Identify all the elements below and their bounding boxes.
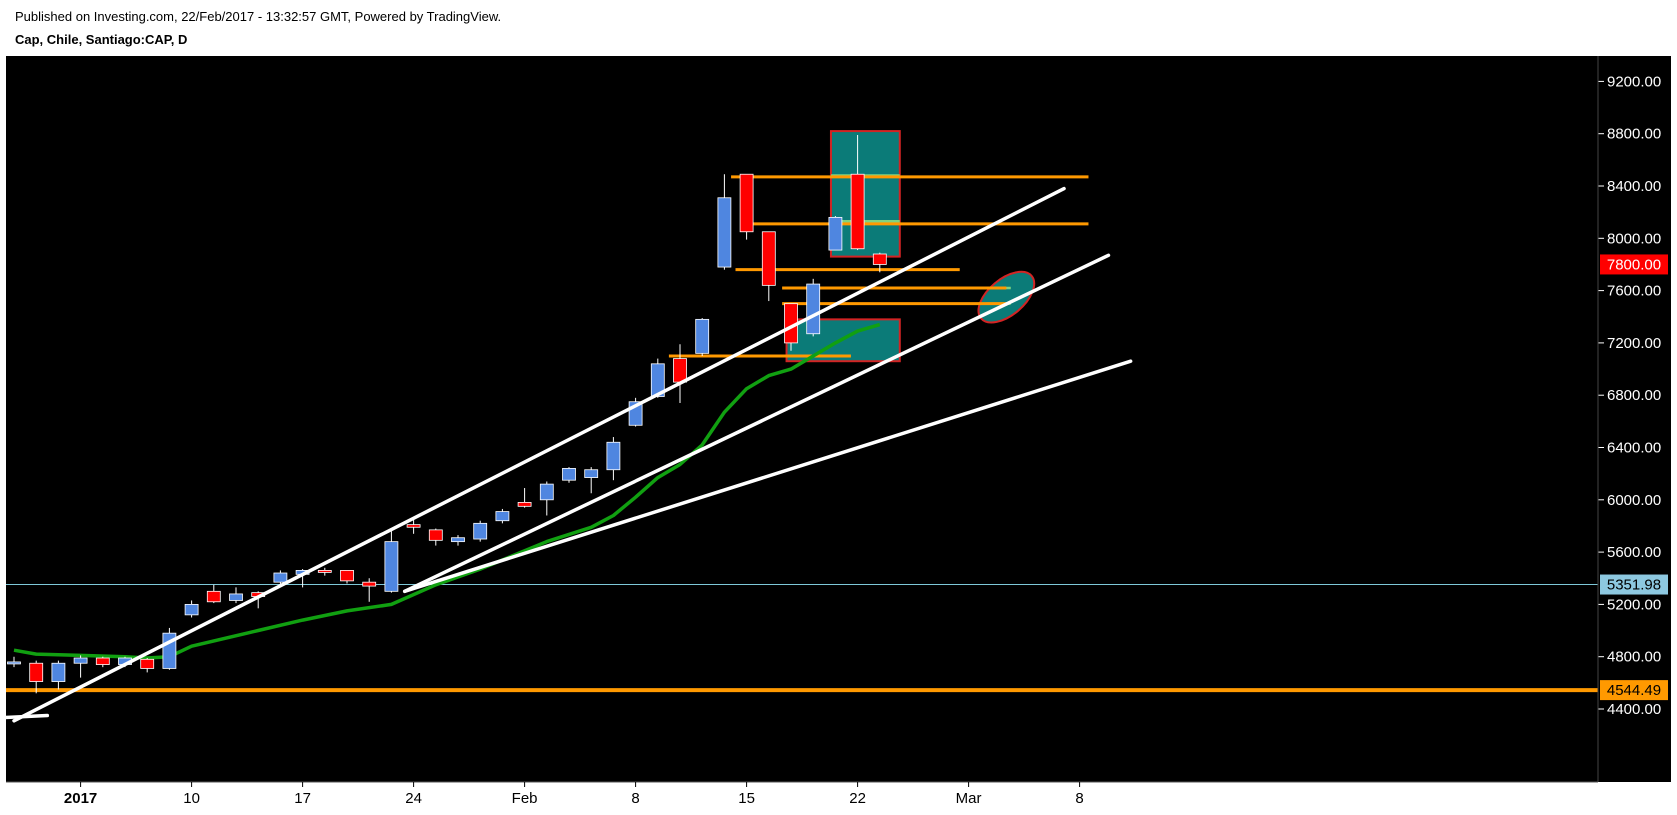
candle-body-23 [517,502,532,507]
candle-body-6 [140,658,155,669]
y-tick-label-8: 7600.00 [1607,283,1661,300]
y-tick-label-7: 7200.00 [1607,335,1661,352]
x-tick-label-5: 8 [631,790,639,807]
candle-body-18 [406,524,421,528]
trendline-1 [402,253,1111,594]
candle-body-22 [495,511,510,522]
candle-body-4 [95,657,110,665]
candle-body-0 [7,661,21,665]
candle-body-15 [340,570,354,582]
x-axis-ticks: 2017 10 17 24 Feb 8 15 22 Mar 8 [64,782,1084,807]
price-badge-2 [1600,680,1668,701]
candle-body-39 [872,253,887,265]
y-tick-label-4: 6000.00 [1607,492,1661,509]
price-badge-0 [1600,254,1668,275]
trendline-3 [0,713,50,720]
candle-body-33 [739,173,754,233]
candle-body-34 [761,231,776,286]
y-tick-label-10: 8400.00 [1607,178,1661,195]
candle-body-10 [229,593,243,601]
price-badge-label-2: 4544.49 [1607,682,1661,699]
y-tick-label-5: 6400.00 [1607,440,1661,457]
published-credit: Published on Investing.com, 22/Feb/2017 … [15,9,502,24]
x-tick-label-9: 8 [1075,790,1083,807]
candle-body-26 [584,469,599,478]
y-tick-label-0: 4400.00 [1607,701,1661,718]
y-tick-label-2: 5200.00 [1607,596,1661,613]
price-axis[interactable] [1598,56,1671,782]
candle-body-32 [717,197,732,268]
candle-body-27 [606,441,621,471]
x-tick-label-7: 22 [849,790,866,807]
price-badge-1 [1600,574,1668,595]
y-tick-label-1: 4800.00 [1607,649,1661,666]
y-tick-label-11: 8800.00 [1607,126,1661,143]
y-tick-label-3: 5600.00 [1607,544,1661,561]
candle-body-20 [451,537,465,543]
candle-body-2 [51,662,66,682]
symbol-title: Cap, Chile, Santiago:CAP, D [15,32,188,47]
x-tick-label-1: 10 [183,790,200,807]
candle-body-24 [539,483,554,501]
y-tick-label-12: 9200.00 [1607,73,1661,90]
candle-body-19 [428,529,443,541]
candle-body-12 [273,572,288,583]
candle-body-31 [695,318,710,354]
trendline-0 [12,186,1066,723]
plot-area[interactable] [6,56,1598,782]
candle-body-37 [828,216,843,251]
candle-body-9 [206,590,221,603]
x-tick-label-4: Feb [512,790,538,807]
candle-body-36 [806,283,821,335]
candle-body-8 [184,604,199,616]
candle-body-17 [384,541,399,592]
candle-body-25 [562,468,576,481]
candle-body-3 [73,657,88,664]
y-axis-ticks: 4400.00 4800.00 5200.00 5600.00 6000.00 6400.… [1597,56,1661,782]
x-tick-label-8: Mar [956,790,982,807]
moving-average-line [13,322,881,660]
candles-layer [7,135,887,694]
price-badge-label-1: 5351.98 [1607,577,1661,594]
price-badges: 7800.00 5351.98 4544.49 [1600,254,1668,701]
x-tick-label-3: 24 [405,790,422,807]
candle-body-14 [317,570,332,573]
trendlines-layer [0,186,1133,723]
x-tick-label-2: 17 [294,790,311,807]
candle-body-29 [650,363,665,397]
time-axis[interactable] [6,782,1598,814]
price-badge-label-0: 7800.00 [1607,256,1661,273]
candle-body-21 [473,522,488,540]
moving-average-layer [13,322,881,660]
candle-body-16 [362,581,377,587]
candle-body-30 [673,358,687,383]
x-tick-label-0: 2017 [64,790,97,807]
x-tick-label-6: 15 [738,790,755,807]
zone-box-0 [829,130,901,258]
candle-body-38 [850,173,865,250]
y-tick-label-9: 8000.00 [1607,230,1661,247]
trendline-2 [402,359,1133,594]
candle-body-1 [29,662,44,682]
y-tick-label-6: 6800.00 [1607,387,1661,404]
